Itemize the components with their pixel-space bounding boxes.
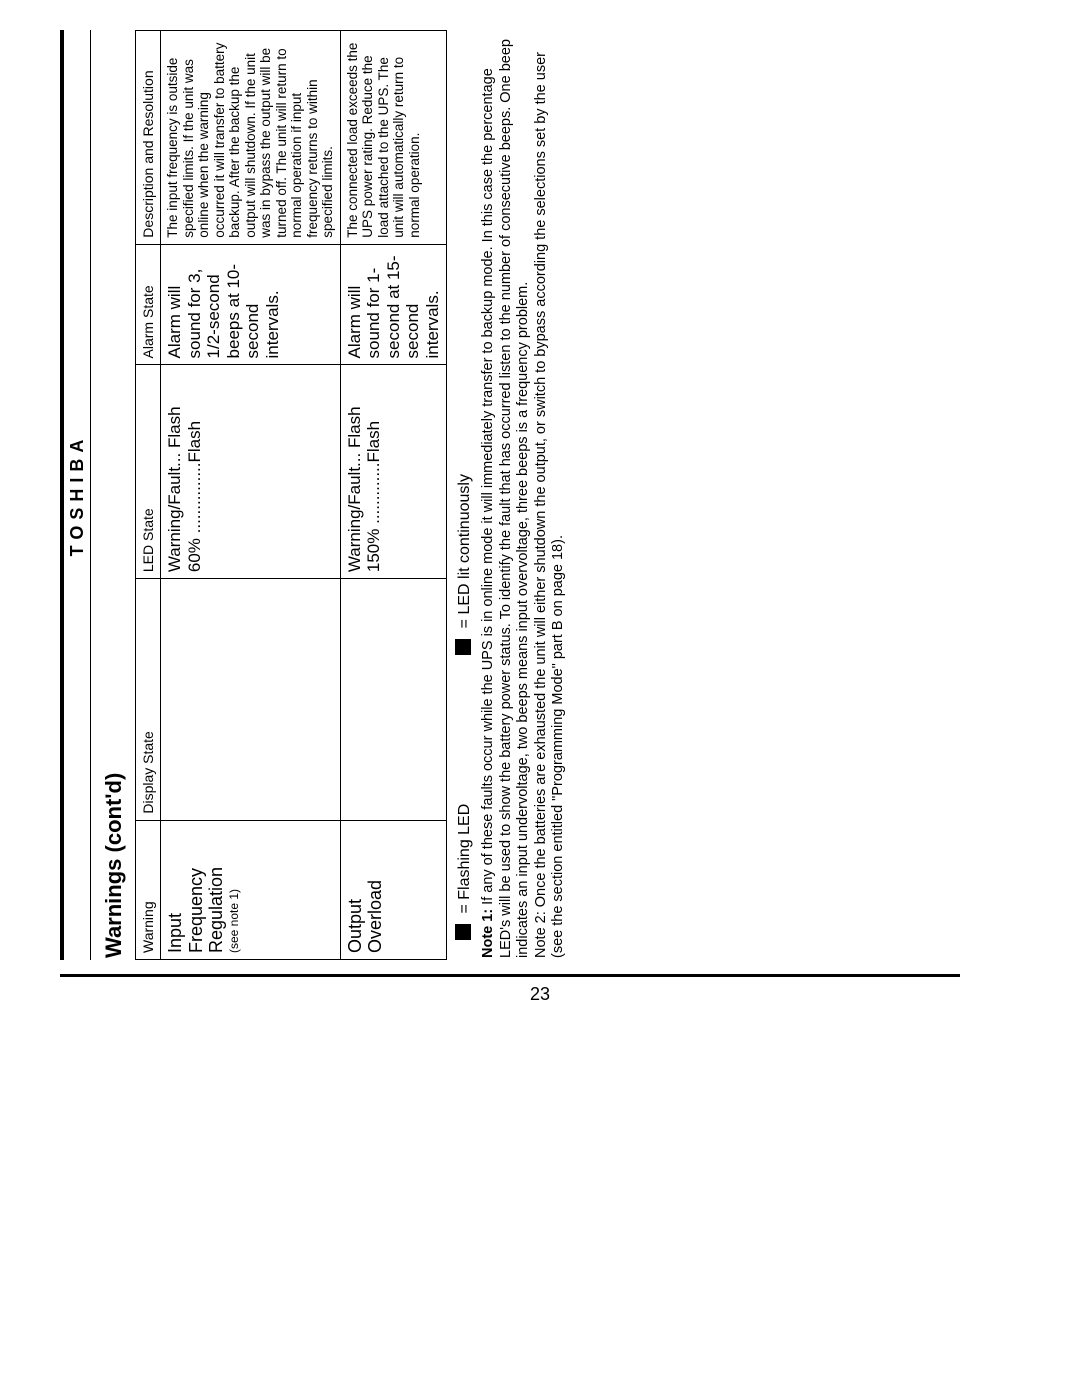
warning-note: (see note 1) [227,827,241,953]
legend-swatch-continuous-icon [455,639,471,655]
brand-label: TOSHIBA [67,434,87,557]
warnings-table: Warning Display State LED State Alarm St… [135,30,447,960]
col-display: Display State [136,579,161,821]
led-dots: ............... [185,463,204,534]
page: TOSHIBA Warnings (cont'd) Warning Displa… [0,0,1080,1397]
note-1-text: If any of these faults occur while the U… [480,39,531,958]
page-title: Warnings (cont'd) [101,30,127,958]
legend-continuous-label: = LED lit continuously [456,474,473,628]
led-state: Flash [364,421,383,463]
note-2-text: Once the batteries are exhausted the uni… [533,52,566,958]
legend: = Flashing LED = LED lit continuously [455,30,474,940]
cell-description: The input frequency is outside specified… [161,31,341,245]
led-state: Flash [165,406,184,448]
warning-line: Overload [365,880,385,953]
warning-line: Regulation [206,867,226,953]
cell-display [340,579,447,821]
notes: Note 1: If any of these faults occur whi… [480,32,567,958]
col-warning: Warning [136,820,161,959]
led-state: Flash [345,406,364,448]
note-1-label: Note 1: [480,909,496,958]
table-header-row: Warning Display State LED State Alarm St… [136,31,161,960]
warning-line: Output [345,899,365,953]
note-2-label: Note 2: [533,911,549,958]
table-row: Input Frequency Regulation (see note 1) … [161,31,341,960]
cell-alarm: Alarm will sound for 1-second at 15-seco… [340,244,447,365]
led-state: Flash [185,421,204,463]
warning-line: Frequency [186,868,206,953]
col-description: Description and Resolution [136,31,161,245]
col-led: LED State [136,365,161,579]
cell-display [161,579,341,821]
table-row: Output Overload Warning/Fault... Flash 1… [340,31,447,960]
page-number: 23 [0,984,1080,1005]
legend-swatch-flashing-icon [455,924,471,940]
warning-line: Input [165,913,185,953]
led-label: 60% [185,538,204,572]
cell-warning: Input Frequency Regulation (see note 1) [161,820,341,959]
cell-description: The connected load exceeds the UPS power… [340,31,447,245]
col-alarm: Alarm State [136,244,161,365]
cell-warning: Output Overload [340,820,447,959]
cell-led: Warning/Fault... Flash 60% .............… [161,365,341,579]
led-dots: ... [345,453,364,467]
cell-alarm: Alarm will sound for 3, 1/2-second beeps… [161,244,341,365]
led-dots: ............. [364,463,383,524]
led-dots: ... [165,453,184,467]
legend-flashing-label: = Flashing LED [456,804,473,914]
cell-led: Warning/Fault... Flash 150% ............… [340,365,447,579]
brand-bar: TOSHIBA [60,30,91,960]
led-label: Warning/Fault [165,467,184,572]
led-label: Warning/Fault [345,467,364,572]
rotated-content: TOSHIBA Warnings (cont'd) Warning Displa… [60,30,960,960]
led-label: 150% [364,529,383,572]
footer-rule [60,974,960,977]
